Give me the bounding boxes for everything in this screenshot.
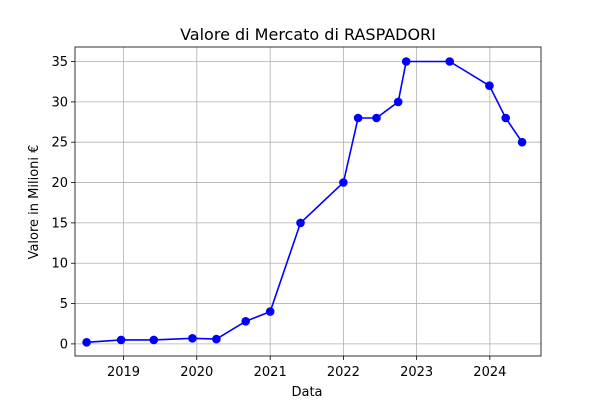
x-tick-label: 2024 — [473, 365, 506, 380]
data-point — [82, 338, 91, 347]
y-axis-label: Valore in Milioni € — [27, 145, 42, 260]
y-tick-label: 0 — [60, 337, 68, 352]
data-point — [353, 113, 363, 123]
x-axis-ticks: 2019 2020 2021 2022 2023 2024 — [107, 356, 506, 380]
data-point — [212, 334, 221, 344]
data-point — [372, 113, 381, 123]
data-point — [296, 218, 305, 228]
data-point — [116, 335, 126, 345]
data-point — [485, 81, 494, 90]
data-point — [188, 334, 197, 343]
x-tick-label: 2023 — [400, 365, 433, 380]
y-tick-label: 35 — [51, 55, 68, 70]
y-tick-label: 20 — [51, 176, 68, 191]
data-point — [401, 57, 411, 66]
data-point — [393, 97, 403, 107]
y-tick-label: 10 — [51, 257, 68, 272]
y-axis-ticks: 0 5 10 15 20 25 30 35 — [51, 55, 75, 352]
y-tick-label: 30 — [51, 95, 68, 110]
x-tick-label: 2020 — [180, 365, 213, 380]
plot-frame — [74, 46, 542, 357]
x-axis-label: Data — [291, 385, 322, 400]
y-tick-label: 25 — [51, 136, 68, 151]
data-point — [339, 178, 348, 187]
x-tick-label: 2019 — [107, 365, 140, 380]
data-point — [265, 307, 275, 316]
axes — [74, 46, 542, 357]
data-point — [517, 137, 527, 147]
data-point — [501, 113, 511, 123]
x-tick-label: 2021 — [254, 365, 287, 380]
chart-title: Valore di Mercato di RASPADORI — [180, 25, 436, 44]
y-tick-label: 15 — [51, 216, 68, 231]
x-tick-label: 2022 — [327, 365, 360, 380]
data-point — [445, 57, 455, 66]
y-tick-label: 5 — [60, 297, 68, 312]
series-raspadori — [82, 57, 527, 347]
grid-lines — [75, 47, 541, 356]
data-point — [241, 317, 250, 326]
data-point — [149, 335, 159, 345]
